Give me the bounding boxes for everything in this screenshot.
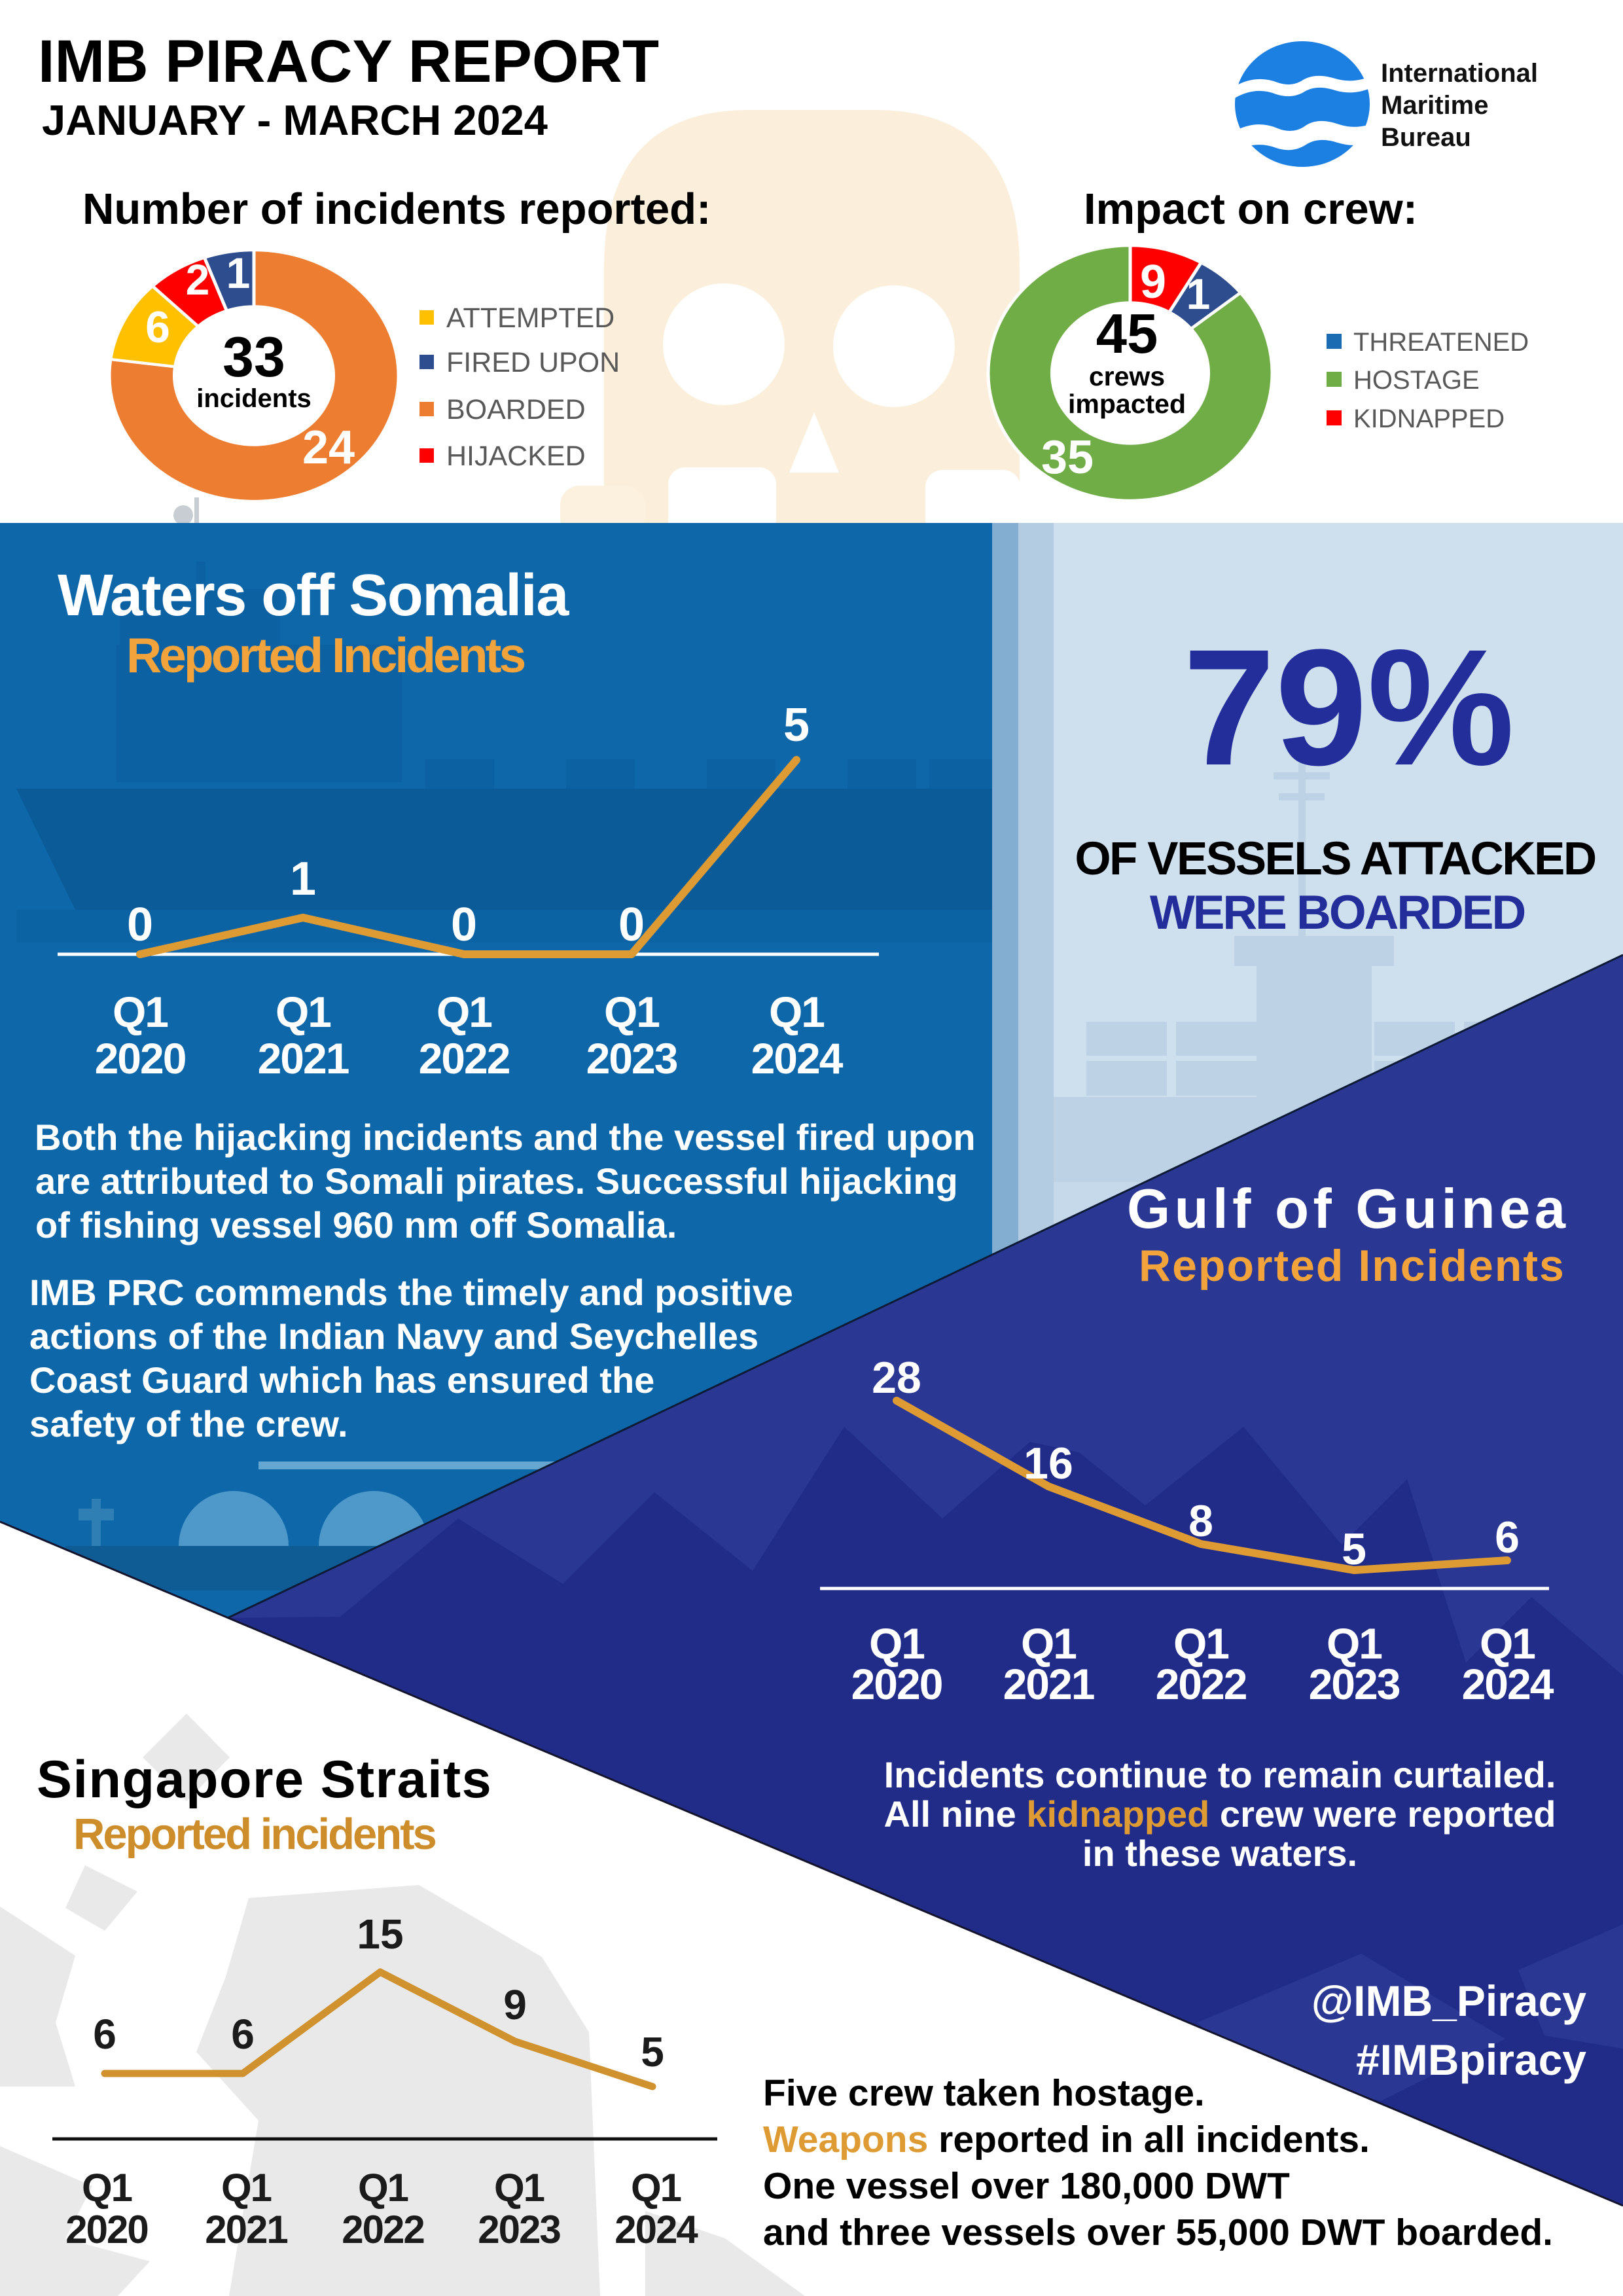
svg-text:Bureau: Bureau — [1381, 123, 1471, 152]
svg-text:28: 28 — [872, 1353, 921, 1403]
svg-text:OF VESSELS ATTACKED: OF VESSELS ATTACKED — [1075, 833, 1596, 885]
svg-text:Q1: Q1 — [113, 988, 168, 1036]
svg-text:6: 6 — [1495, 1513, 1520, 1562]
svg-text:2024: 2024 — [615, 2208, 698, 2251]
svg-text:33: 33 — [223, 326, 285, 389]
svg-text:2020: 2020 — [851, 1660, 942, 1708]
svg-text:2023: 2023 — [586, 1034, 677, 1083]
svg-text:5: 5 — [641, 2028, 664, 2075]
svg-text:24: 24 — [302, 422, 355, 474]
svg-text:6: 6 — [231, 2011, 255, 2058]
svg-text:in these waters.: in these waters. — [1082, 1833, 1357, 1874]
svg-text:Incidents continue to remain c: Incidents continue to remain curtailed. — [884, 1754, 1556, 1795]
svg-text:Weapons reported in all incide: Weapons reported in all incidents. — [763, 2119, 1370, 2161]
svg-text:2023: 2023 — [478, 2208, 560, 2251]
svg-text:2020: 2020 — [95, 1034, 186, 1083]
svg-text:Q1: Q1 — [437, 988, 491, 1036]
svg-text:1: 1 — [1186, 270, 1211, 318]
svg-text:safety of the crew.: safety of the crew. — [29, 1403, 348, 1444]
svg-text:35: 35 — [1041, 431, 1094, 484]
svg-text:impacted: impacted — [1068, 389, 1186, 419]
svg-text:2024: 2024 — [751, 1034, 844, 1083]
svg-text:0: 0 — [618, 899, 645, 951]
svg-text:JANUARY - MARCH 2024: JANUARY - MARCH 2024 — [42, 96, 548, 144]
svg-text:Reported incidents: Reported incidents — [73, 1810, 436, 1859]
svg-text:79%: 79% — [1183, 615, 1514, 800]
svg-text:Q1: Q1 — [869, 1619, 924, 1668]
svg-text:9: 9 — [503, 1981, 527, 2028]
svg-text:Number of incidents reported:: Number of incidents reported: — [82, 185, 711, 234]
svg-text:16: 16 — [1024, 1439, 1073, 1488]
svg-text:2: 2 — [186, 255, 210, 304]
svg-text:All nine kidnapped crew were r: All nine kidnapped crew were reported — [884, 1793, 1556, 1835]
svg-text:ATTEMPTED: ATTEMPTED — [446, 302, 615, 334]
svg-text:Q1: Q1 — [494, 2166, 544, 2210]
svg-text:9: 9 — [1140, 256, 1166, 308]
svg-text:15: 15 — [357, 1910, 403, 1958]
svg-text:2022: 2022 — [419, 1034, 510, 1083]
svg-text:Coast Guard which has ensured: Coast Guard which has ensured the — [29, 1359, 654, 1401]
svg-text:6: 6 — [93, 2011, 116, 2058]
svg-text:Both the hijacking incidents a: Both the hijacking incidents and the ves… — [35, 1117, 976, 1158]
svg-text:Q1: Q1 — [276, 988, 330, 1036]
svg-text:Q1: Q1 — [604, 988, 659, 1036]
svg-text:Reported Incidents: Reported Incidents — [1139, 1241, 1565, 1291]
svg-text:FIRED UPON: FIRED UPON — [446, 347, 620, 378]
svg-text:Q1: Q1 — [358, 2166, 408, 2210]
svg-text:International: International — [1381, 59, 1538, 88]
svg-text:Q1: Q1 — [1327, 1619, 1382, 1668]
svg-text:HIJACKED: HIJACKED — [446, 440, 586, 472]
svg-text:WERE BOARDED: WERE BOARDED — [1150, 886, 1525, 939]
svg-text:Waters off Somalia: Waters off Somalia — [58, 563, 569, 628]
svg-text:0: 0 — [127, 899, 153, 951]
svg-text:BOARDED: BOARDED — [446, 394, 586, 425]
svg-text:Maritime: Maritime — [1381, 91, 1489, 120]
svg-text:#IMBpiracy: #IMBpiracy — [1356, 2036, 1586, 2084]
svg-text:Impact on crew:: Impact on crew: — [1084, 185, 1418, 234]
svg-text:Five crew taken hostage.: Five crew taken hostage. — [763, 2072, 1205, 2114]
svg-text:2024: 2024 — [1462, 1660, 1554, 1708]
svg-text:1: 1 — [226, 249, 251, 297]
svg-text:KIDNAPPED: KIDNAPPED — [1353, 404, 1505, 433]
svg-text:incidents: incidents — [196, 384, 312, 413]
svg-text:of fishing vessel 960 nm off S: of fishing vessel 960 nm off Somalia. — [35, 1204, 677, 1246]
svg-text:@IMB_Piracy: @IMB_Piracy — [1311, 1977, 1586, 2025]
svg-text:8: 8 — [1188, 1496, 1213, 1546]
svg-text:IMB PRC commends the timely an: IMB PRC commends the timely and positive — [29, 1272, 793, 1313]
svg-text:Q1: Q1 — [82, 2166, 132, 2210]
svg-text:Q1: Q1 — [1173, 1619, 1228, 1668]
svg-text:HOSTAGE: HOSTAGE — [1353, 366, 1480, 395]
svg-text:2022: 2022 — [342, 2208, 423, 2251]
svg-text:Q1: Q1 — [221, 2166, 272, 2210]
svg-text:2021: 2021 — [1003, 1660, 1094, 1708]
svg-text:actions of the Indian Navy and: actions of the Indian Navy and Seychelle… — [29, 1316, 758, 1357]
svg-text:THREATENED: THREATENED — [1353, 328, 1529, 357]
svg-text:Q1: Q1 — [1480, 1619, 1535, 1668]
svg-text:1: 1 — [290, 853, 316, 905]
svg-text:0: 0 — [451, 899, 477, 951]
svg-text:6: 6 — [145, 302, 170, 352]
svg-text:2023: 2023 — [1309, 1660, 1400, 1708]
svg-text:45: 45 — [1096, 303, 1158, 365]
svg-text:Q1: Q1 — [1021, 1619, 1076, 1668]
svg-text:2022: 2022 — [1156, 1660, 1247, 1708]
svg-text:Q1: Q1 — [769, 988, 824, 1036]
svg-text:2021: 2021 — [258, 1034, 349, 1083]
svg-text:Reported Incidents: Reported Incidents — [126, 628, 525, 683]
svg-text:are attributed to Somali pirat: are attributed to Somali pirates. Succes… — [35, 1160, 958, 1202]
svg-text:2020: 2020 — [65, 2208, 147, 2251]
svg-text:and three vessels over 55,000: and three vessels over 55,000 DWT boarde… — [763, 2212, 1553, 2253]
svg-text:Singapore Straits: Singapore Straits — [37, 1750, 492, 1809]
svg-text:IMB PIRACY REPORT: IMB PIRACY REPORT — [38, 28, 659, 95]
svg-text:Gulf of Guinea: Gulf of Guinea — [1127, 1178, 1570, 1240]
svg-text:5: 5 — [783, 699, 810, 751]
svg-text:5: 5 — [1342, 1524, 1366, 1574]
svg-text:crews: crews — [1089, 361, 1165, 391]
svg-text:Q1: Q1 — [631, 2166, 681, 2210]
svg-text:One vessel over 180,000 DWT: One vessel over 180,000 DWT — [763, 2165, 1290, 2207]
svg-text:2021: 2021 — [205, 2208, 287, 2251]
